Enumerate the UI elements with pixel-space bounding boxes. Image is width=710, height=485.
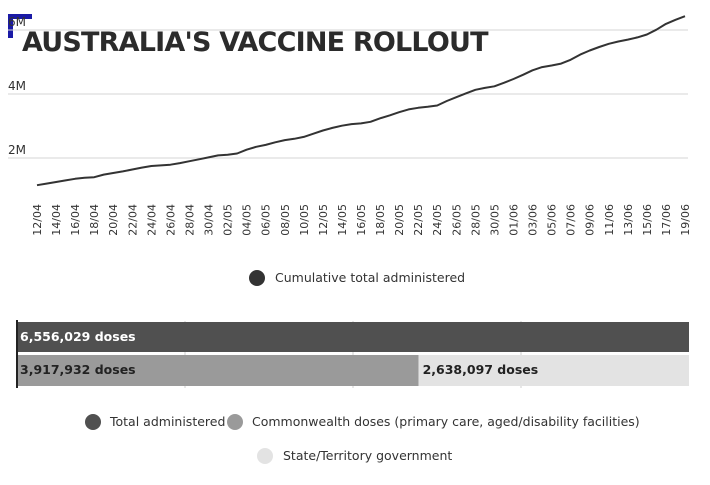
- x-tick-label: 04/05: [241, 204, 254, 236]
- y-tick-label: 2M: [8, 143, 26, 157]
- x-tick-label: 20/05: [393, 204, 406, 236]
- x-tick-label: 07/06: [565, 204, 578, 236]
- bar-label-total: 6,556,029 doses: [20, 329, 136, 344]
- x-tick-label: 13/06: [622, 204, 635, 236]
- x-tick-label: 24/05: [431, 204, 444, 236]
- legend-label-commonwealth: Commonwealth doses (primary care, aged/d…: [252, 414, 640, 429]
- legend-label-cumulative: Cumulative total administered: [275, 270, 465, 285]
- legend-label-total: Total administered: [109, 414, 225, 429]
- series-line-cumulative: [36, 15, 686, 187]
- x-tick-label: 20/04: [107, 204, 120, 236]
- x-tick-label: 24/04: [145, 204, 158, 236]
- x-tick-label: 08/05: [279, 204, 292, 236]
- page-title: AUSTRALIA'S VACCINE ROLLOUT: [22, 27, 489, 58]
- legend-swatch-cumulative: [249, 270, 265, 286]
- x-tick-label: 03/06: [527, 204, 540, 236]
- x-tick-label: 28/04: [183, 204, 196, 236]
- x-tick-label: 28/05: [469, 204, 482, 236]
- x-tick-label: 18/04: [88, 204, 101, 236]
- x-tick-label: 01/06: [507, 204, 520, 236]
- bar-label-commonwealth: 3,917,932 doses: [20, 362, 136, 377]
- x-tick-label: 19/06: [679, 204, 692, 236]
- x-tick-label: 15/06: [641, 204, 654, 236]
- y-tick-label: 4M: [8, 79, 26, 93]
- x-tick-label: 14/05: [336, 204, 349, 236]
- x-tick-label: 12/04: [31, 204, 44, 236]
- bar-label-state: 2,638,097 doses: [423, 362, 539, 377]
- x-tick-label: 16/04: [69, 204, 82, 236]
- x-tick-label: 11/06: [603, 204, 616, 236]
- legend-swatch-total: [85, 414, 101, 430]
- x-tick-label: 18/05: [374, 204, 387, 236]
- legend-label-state: State/Territory government: [283, 448, 452, 463]
- x-tick-label: 30/04: [203, 204, 216, 236]
- x-tick-label: 16/05: [355, 204, 368, 236]
- legend-swatch-state: [257, 448, 273, 464]
- x-tick-label: 09/06: [584, 204, 597, 236]
- x-tick-label: 22/05: [412, 204, 425, 236]
- y-tick-label: 6M: [8, 15, 26, 29]
- x-tick-label: 14/04: [50, 204, 63, 236]
- x-tick-label: 12/05: [317, 204, 330, 236]
- x-tick-label: 10/05: [298, 204, 311, 236]
- x-tick-label: 26/05: [450, 204, 463, 236]
- legend-swatch-commonwealth: [227, 414, 243, 430]
- bar-commonwealth: [17, 355, 419, 386]
- x-tick-label: 17/06: [660, 204, 673, 236]
- bar-total-administered: [17, 322, 689, 352]
- x-tick-label: 22/04: [126, 204, 139, 236]
- x-tick-label: 30/05: [488, 204, 501, 236]
- x-tick-label: 06/05: [260, 204, 273, 236]
- x-tick-label: 26/04: [164, 204, 177, 236]
- x-tick-label: 02/05: [222, 204, 235, 236]
- corner-accent: [8, 14, 32, 38]
- x-tick-label: 05/06: [546, 204, 559, 236]
- bar-state-territory: [418, 355, 689, 386]
